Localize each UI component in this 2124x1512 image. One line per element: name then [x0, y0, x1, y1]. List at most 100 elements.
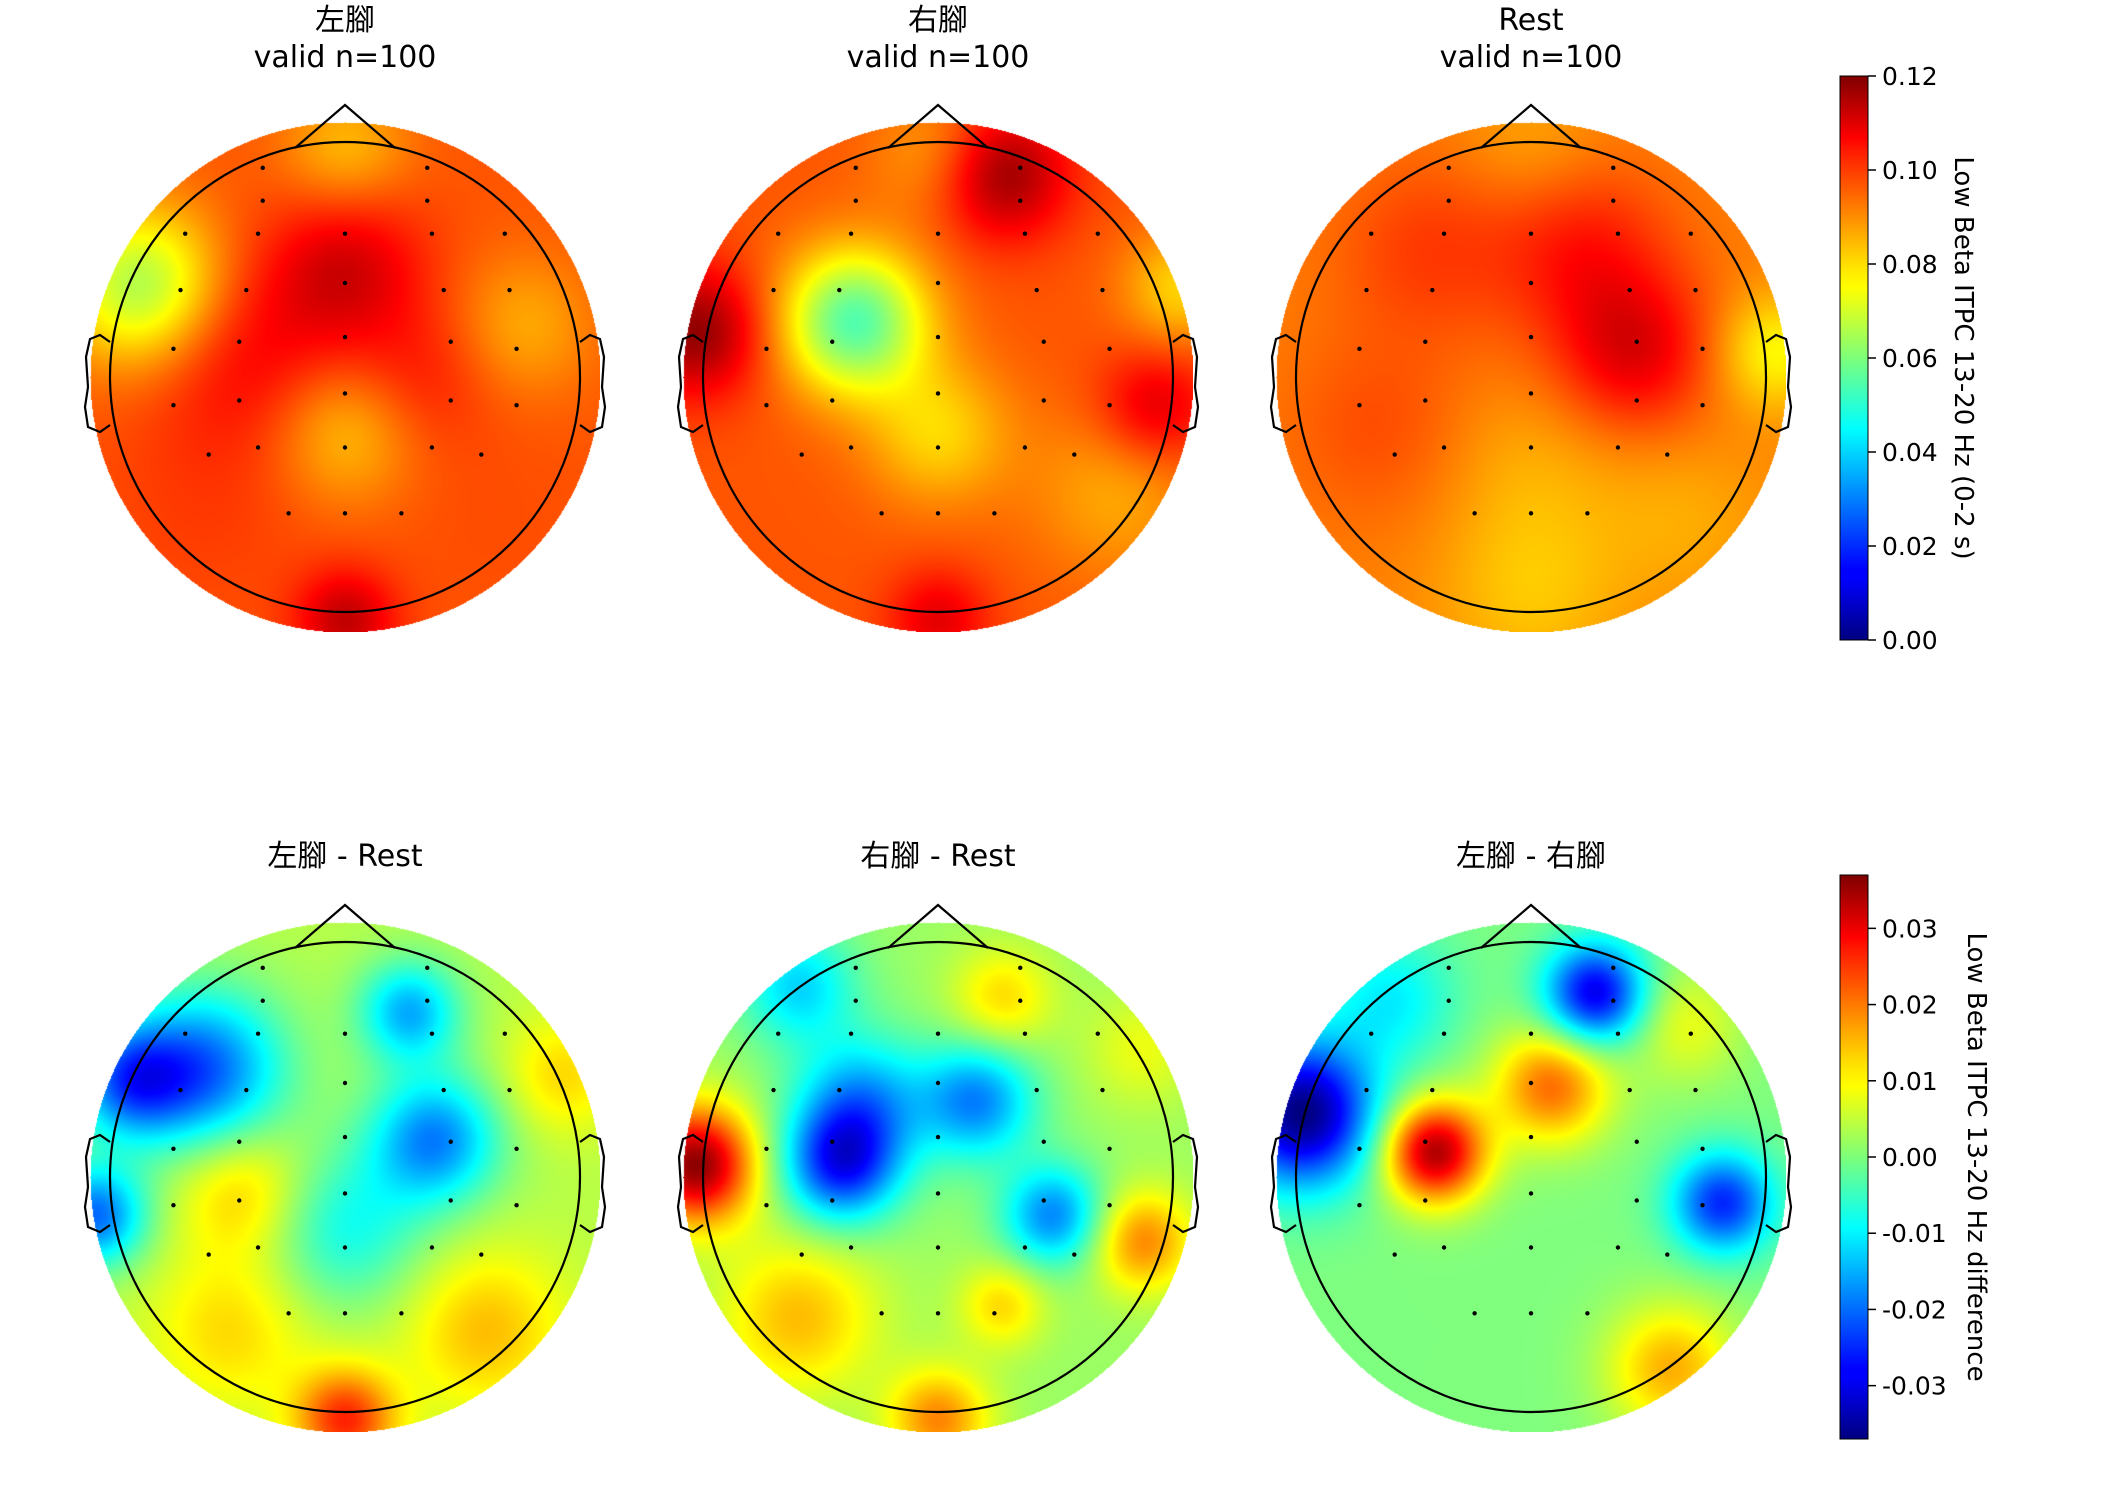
- right-ear-outline: [1172, 333, 1200, 434]
- sensor-dot: [244, 1087, 249, 1093]
- head-circle: [1294, 140, 1768, 614]
- nose-outline: [887, 103, 989, 149]
- sensor-dot: [1392, 452, 1397, 457]
- sensor-dot: [514, 1146, 519, 1152]
- right-ear-outline: [579, 333, 607, 434]
- sensor-dot: [342, 1031, 348, 1036]
- colorbar-tick-label: 0.02: [1882, 532, 1938, 561]
- left-ear-outline: [83, 1133, 111, 1234]
- colorbar-bottom: -0.03 -0.02 -0.01 0.00 0.01 0.02 0.03 Low Beta…: [1839, 874, 1991, 1440]
- colorbar-tick-label: -0.03: [1882, 1372, 1947, 1401]
- sensor-dot: [1585, 1311, 1590, 1316]
- colorbar-top: 0.00 0.02 0.04 0.06 0.08 0.10 0.12 Low Beta IT…: [1839, 62, 1978, 655]
- sensor-dot: [853, 165, 858, 171]
- sensor-dot: [1528, 1080, 1534, 1086]
- sensor-dot: [1615, 1031, 1621, 1036]
- sensor-dot: [1357, 346, 1362, 351]
- sensor-dot: [514, 346, 519, 351]
- sensor-dot: [1688, 1031, 1694, 1036]
- sensor-dot: [1528, 231, 1534, 236]
- sensor-dot: [1611, 998, 1616, 1003]
- sensor-dot: [448, 398, 453, 403]
- panel-2-title: 右腳: [908, 3, 968, 38]
- sensor-dot: [342, 1311, 348, 1316]
- sensor-dot: [260, 198, 265, 203]
- sensor-dot: [342, 231, 348, 236]
- sensor-dot: [848, 1031, 854, 1036]
- left-ear-outline: [1269, 1133, 1297, 1234]
- colorbar-tick-label: 0.01: [1882, 1067, 1938, 1096]
- sensor-dot: [1022, 1245, 1028, 1250]
- sensor-dot: [429, 445, 435, 450]
- panel-3-subtitle: valid n=100: [1440, 40, 1623, 75]
- sensor-dot: [1700, 346, 1705, 351]
- sensor-dot: [771, 287, 776, 293]
- sensor-dot: [1034, 287, 1039, 293]
- colorbar-tick-label: -0.01: [1882, 1219, 1947, 1248]
- panel-6-title: 左腳 - 右腳: [1456, 839, 1606, 874]
- sensor-dot: [853, 198, 858, 203]
- sensor-dot: [935, 280, 941, 286]
- topomap-1-heatmap: [90, 122, 600, 632]
- sensor-dot: [1634, 1198, 1639, 1203]
- sensor-dot: [935, 511, 941, 516]
- sensor-dot: [514, 1203, 519, 1208]
- sensor-dot: [1369, 1031, 1374, 1036]
- colorbar-tick-label: 0.00: [1882, 1143, 1938, 1172]
- colorbar-tick-label: -0.02: [1882, 1295, 1947, 1324]
- right-ear-outline: [1765, 333, 1793, 434]
- sensor-dot: [1095, 1031, 1101, 1036]
- sensor-dot: [255, 1245, 261, 1250]
- head-circle: [108, 940, 582, 1414]
- head-outline-6: [1269, 903, 1793, 1414]
- sensor-dot: [1585, 511, 1590, 516]
- sensor-dot: [853, 965, 858, 971]
- sensor-dot: [848, 231, 854, 236]
- sensor-dot: [1095, 231, 1101, 236]
- head-outline-1: [83, 103, 607, 614]
- sensor-dot: [830, 1198, 835, 1203]
- sensor-dot: [342, 1080, 348, 1086]
- sensor-dot: [1665, 452, 1670, 457]
- sensor-dot: [342, 334, 348, 340]
- right-ear-outline: [579, 1133, 607, 1234]
- sensor-dot: [255, 445, 261, 450]
- sensor-dot: [206, 1252, 211, 1257]
- sensor-dot: [1688, 231, 1694, 236]
- sensor-dot: [830, 398, 835, 403]
- sensor-dot: [178, 1087, 183, 1093]
- sensor-dot: [1693, 287, 1698, 293]
- sensor-dot: [1441, 445, 1447, 450]
- sensor-dot: [1357, 1146, 1362, 1152]
- sensor-dot: [1528, 334, 1534, 340]
- sensor-dot: [237, 398, 242, 403]
- topomap-panel-2: [683, 122, 1193, 632]
- sensor-dot: [776, 1031, 781, 1036]
- head-outline-5: [676, 903, 1200, 1414]
- sensor-dot: [255, 231, 261, 236]
- sensor-dot: [171, 346, 176, 351]
- sensor-dot: [853, 998, 858, 1003]
- sensor-dot: [502, 1031, 507, 1036]
- sensor-dot: [764, 346, 769, 351]
- head-outline-3: [1269, 103, 1793, 614]
- left-ear-outline: [1269, 333, 1297, 434]
- sensor-dot: [479, 452, 484, 457]
- sensor-dot: [1528, 280, 1534, 286]
- sensor-dot: [448, 1198, 453, 1203]
- sensor-dot: [764, 1203, 769, 1208]
- right-ear-outline: [1172, 1133, 1200, 1234]
- sensor-dot: [507, 1087, 512, 1093]
- sensor-dot: [237, 339, 242, 344]
- topomap-5-heatmap: [683, 922, 1193, 1432]
- sensor-dot: [1100, 1087, 1105, 1093]
- nose-outline: [1480, 903, 1582, 949]
- sensor-dot: [1072, 452, 1077, 457]
- sensor-dot: [1611, 198, 1616, 203]
- sensor-dot: [1430, 1087, 1435, 1093]
- sensor-dot: [1018, 965, 1023, 971]
- panel-2-subtitle: valid n=100: [847, 40, 1030, 75]
- left-ear-outline: [676, 1133, 704, 1234]
- sensor-dot: [837, 1087, 842, 1093]
